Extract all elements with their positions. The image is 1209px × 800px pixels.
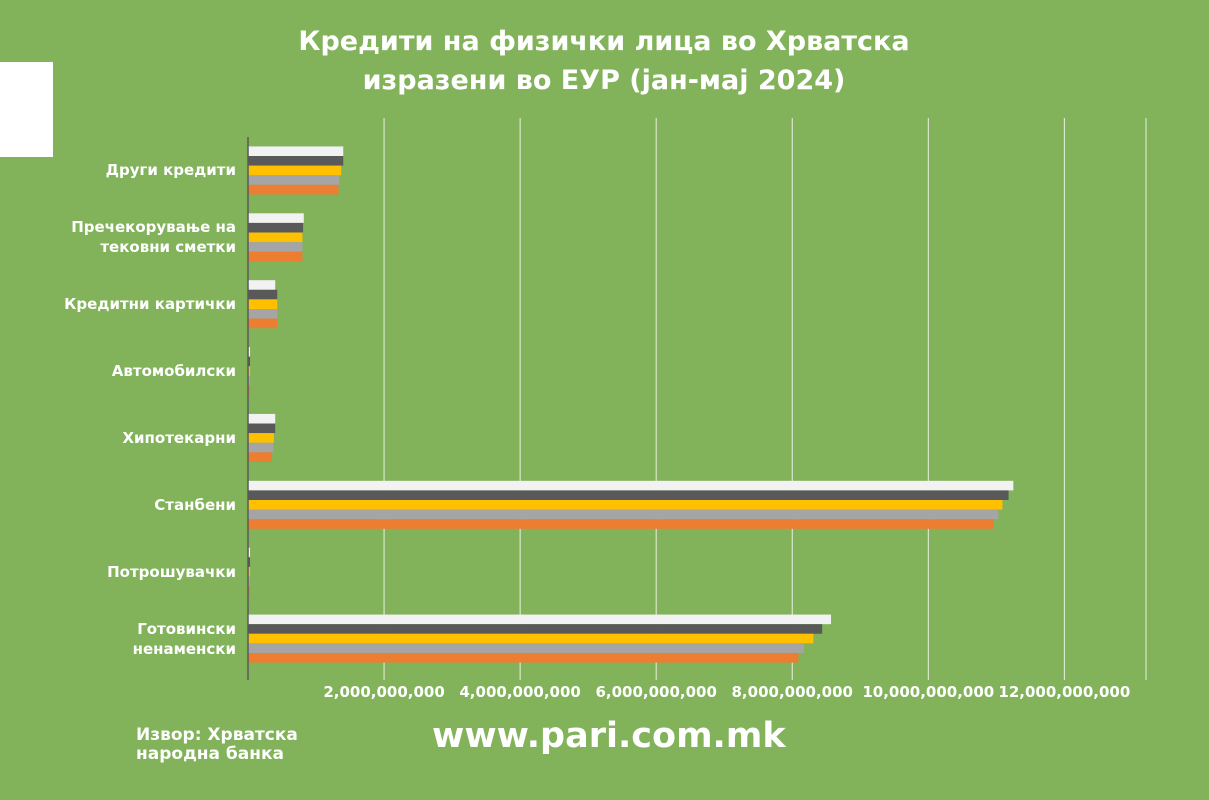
bar bbox=[248, 232, 303, 243]
bar bbox=[248, 413, 276, 424]
bar bbox=[248, 500, 1003, 510]
bar bbox=[248, 547, 251, 558]
bar bbox=[248, 280, 276, 290]
bar bbox=[248, 452, 272, 462]
bar bbox=[248, 385, 251, 396]
bar bbox=[248, 366, 251, 376]
bar bbox=[248, 175, 340, 185]
source-note: Извор: Хрватска народна банка bbox=[136, 725, 298, 764]
bar bbox=[248, 146, 344, 157]
y-tick-label: Пречекорување на тековни сметки bbox=[71, 218, 236, 257]
bar bbox=[248, 222, 304, 233]
y-tick-label: Автомобилски bbox=[111, 362, 236, 381]
bar bbox=[248, 318, 278, 329]
bar bbox=[248, 356, 251, 367]
bar bbox=[248, 433, 274, 443]
bar bbox=[248, 442, 274, 453]
corner-block bbox=[0, 62, 53, 157]
bar bbox=[248, 184, 339, 195]
bar bbox=[248, 586, 251, 596]
bar bbox=[248, 480, 1014, 491]
bar bbox=[248, 509, 999, 520]
bar bbox=[248, 652, 799, 663]
bar bbox=[248, 156, 344, 166]
bar bbox=[248, 519, 994, 529]
bar bbox=[248, 614, 832, 625]
bar bbox=[248, 576, 251, 587]
x-tick-label: 10,000,000,000 bbox=[862, 683, 995, 701]
bar bbox=[248, 299, 278, 309]
y-tick-label: Хипотекарни bbox=[122, 428, 236, 447]
footer-url: www.pari.com.mk bbox=[432, 716, 786, 756]
bar bbox=[248, 490, 1009, 501]
bar bbox=[248, 289, 278, 300]
x-tick-label: 6,000,000,000 bbox=[595, 683, 717, 701]
bar bbox=[248, 251, 303, 262]
x-tick-label: 12,000,000,000 bbox=[998, 683, 1131, 701]
bar bbox=[248, 347, 251, 357]
x-tick-label: 4,000,000,000 bbox=[459, 683, 581, 701]
bar bbox=[248, 213, 304, 223]
bar bbox=[248, 557, 251, 567]
bar bbox=[248, 624, 823, 634]
y-tick-label: Потрошувачки bbox=[107, 562, 236, 581]
bar bbox=[248, 566, 251, 577]
bar bbox=[248, 643, 804, 653]
bar bbox=[248, 165, 342, 176]
y-tick-label: Станбени bbox=[154, 495, 236, 514]
x-tick-label: 2,000,000,000 bbox=[323, 683, 445, 701]
y-tick-label: Други кредити bbox=[105, 161, 236, 180]
bar bbox=[248, 633, 814, 644]
y-tick-label: Готовински ненаменски bbox=[132, 619, 236, 658]
bar bbox=[248, 375, 251, 386]
x-tick-label: 8,000,000,000 bbox=[731, 683, 853, 701]
bar bbox=[248, 308, 278, 319]
bar bbox=[248, 242, 303, 252]
chart-title: Кредити на физички лица во Хрватска изра… bbox=[298, 26, 910, 96]
bar bbox=[248, 423, 276, 434]
y-tick-label: Кредитни картички bbox=[64, 295, 236, 314]
